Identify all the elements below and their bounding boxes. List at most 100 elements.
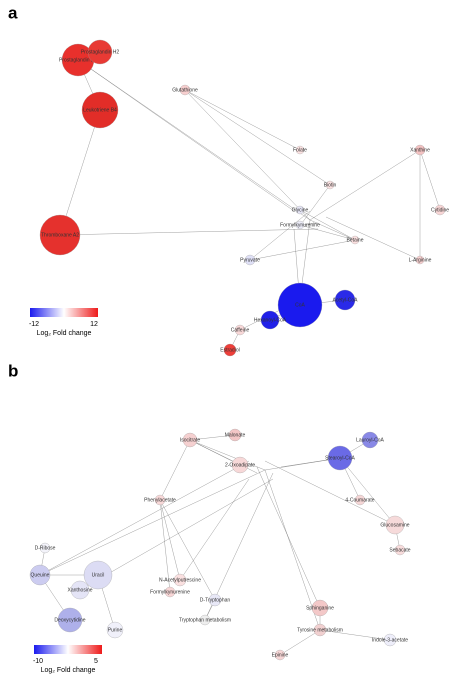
edge — [339, 457, 396, 526]
node — [182, 432, 198, 448]
edge — [39, 460, 250, 576]
node-label: 2-Oxoadipate — [225, 462, 255, 468]
node-label: Sebacate — [389, 547, 410, 553]
node — [434, 204, 446, 216]
node — [415, 255, 425, 265]
node-label: Epinine — [272, 652, 289, 658]
edge — [264, 460, 396, 526]
node-label: CoA — [295, 302, 305, 308]
node — [354, 494, 366, 506]
node-label: Queuine — [31, 572, 50, 578]
node — [39, 542, 51, 554]
node-label: Glucosamine — [380, 522, 409, 528]
node-label: Glutathione — [172, 87, 198, 93]
edge — [184, 89, 301, 151]
edge — [59, 228, 319, 236]
edge — [249, 210, 311, 261]
node-label: Formylkynurenine — [280, 222, 320, 228]
colorbar — [34, 645, 102, 654]
node-label: Prostaglandin E2 — [59, 57, 97, 63]
node — [311, 599, 329, 617]
edge — [77, 59, 295, 212]
node — [70, 580, 90, 600]
node-label: D-Ribose — [35, 545, 56, 551]
node-label: Glycine — [292, 207, 309, 213]
node-label: Acetyl-CoA — [332, 297, 358, 303]
node — [295, 220, 305, 230]
node — [234, 324, 246, 336]
node — [350, 235, 360, 245]
edge — [184, 89, 311, 221]
node-label: Indole-3-acetate — [372, 637, 408, 643]
node-label: Xanthine — [410, 147, 430, 153]
edge — [59, 109, 101, 236]
edge — [419, 149, 441, 211]
edge — [189, 439, 241, 466]
legend-min: -12 — [29, 321, 39, 328]
node-label: Malonate — [225, 432, 246, 438]
node-label: N-Acetylputrescine — [159, 577, 201, 583]
edge — [159, 499, 216, 601]
colorbar — [30, 308, 98, 317]
node — [277, 282, 323, 328]
node-label: L-Arginine — [409, 257, 432, 263]
node — [231, 456, 249, 474]
node-label: Tyrosine metabolism — [297, 627, 343, 633]
edge — [301, 184, 331, 224]
node — [295, 205, 305, 215]
node-label: Stearoyl-CoA — [325, 455, 355, 461]
node-label: D-Tryptophan — [200, 597, 231, 603]
node-label: Leukotriene B4 — [83, 107, 117, 113]
legend-max: 5 — [94, 658, 98, 665]
edge — [249, 239, 356, 261]
node — [83, 560, 113, 590]
edge — [189, 439, 266, 471]
edge — [184, 89, 331, 186]
node — [199, 614, 211, 626]
node — [154, 494, 166, 506]
node — [173, 573, 187, 587]
edge — [299, 209, 356, 241]
edge — [325, 216, 421, 261]
node-label: Formylkynurenine — [150, 589, 190, 595]
node — [208, 593, 222, 607]
node-label: Prostaglandin H2 — [81, 49, 120, 55]
edge — [79, 478, 274, 591]
edge — [159, 499, 181, 581]
node-label: Caffeine — [231, 327, 250, 333]
node — [223, 343, 237, 357]
edge — [179, 478, 250, 581]
node-label: Thromboxane A2 — [41, 232, 79, 238]
node-label: Xanthosine — [67, 587, 92, 593]
node — [385, 515, 405, 535]
node-label: Uracil — [92, 572, 105, 578]
edge — [264, 469, 321, 631]
node — [57, 607, 83, 633]
legend-max: 12 — [90, 321, 98, 328]
node — [106, 621, 124, 639]
node — [394, 544, 406, 556]
node — [361, 431, 379, 449]
edge — [256, 466, 321, 609]
node — [179, 84, 191, 96]
legend-title: Log₂ Fold change — [37, 330, 92, 337]
node-label: Sphinganine — [306, 605, 334, 611]
legend-min: -10 — [33, 658, 43, 665]
node-label: Betaine — [347, 237, 364, 243]
legend-title: Log₂ Fold change — [41, 667, 96, 674]
node — [274, 649, 286, 661]
node — [87, 39, 113, 65]
node — [334, 289, 356, 311]
edge — [159, 499, 171, 593]
edge — [309, 219, 356, 241]
node — [313, 623, 327, 637]
node — [295, 145, 305, 155]
node-label: Purine — [108, 627, 123, 633]
node — [244, 254, 256, 266]
node-label: Isocitrate — [180, 437, 201, 443]
node-label: Estradiol — [220, 347, 239, 353]
node — [383, 633, 397, 647]
edge — [77, 59, 311, 221]
panel-label: a — [8, 3, 18, 22]
